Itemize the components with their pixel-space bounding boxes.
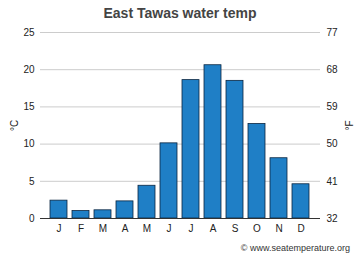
svg-text:D: D [297, 223, 304, 234]
svg-text:M: M [99, 223, 107, 234]
svg-text:50: 50 [327, 138, 339, 149]
svg-text:J: J [189, 223, 194, 234]
svg-text:41: 41 [327, 176, 339, 187]
svg-text:F: F [78, 223, 84, 234]
svg-text:5: 5 [29, 176, 35, 187]
svg-text:A: A [122, 223, 129, 234]
svg-text:59: 59 [327, 101, 339, 112]
svg-text:10: 10 [23, 138, 35, 149]
svg-text:15: 15 [23, 101, 35, 112]
html-text:© www.seatemperature.org: © www.seatemperature.org [240, 243, 350, 253]
svg-text:°C: °C [9, 120, 20, 131]
svg-text:S: S [232, 223, 239, 234]
svg-text:68: 68 [327, 64, 339, 75]
svg-text:25: 25 [23, 27, 35, 38]
svg-text:32: 32 [327, 213, 339, 224]
svg-text:20: 20 [23, 64, 35, 75]
svg-text:N: N [275, 223, 282, 234]
svg-text:M: M [143, 223, 151, 234]
svg-text:J: J [57, 223, 62, 234]
svg-text:A: A [210, 223, 217, 234]
svg-text:O: O [253, 223, 261, 234]
html-text:East Tawas water temp: East Tawas water temp [103, 5, 257, 21]
svg-text:77: 77 [327, 27, 339, 38]
svg-text:0: 0 [29, 213, 35, 224]
svg-text:J: J [167, 223, 172, 234]
svg-text:°F: °F [344, 120, 355, 130]
